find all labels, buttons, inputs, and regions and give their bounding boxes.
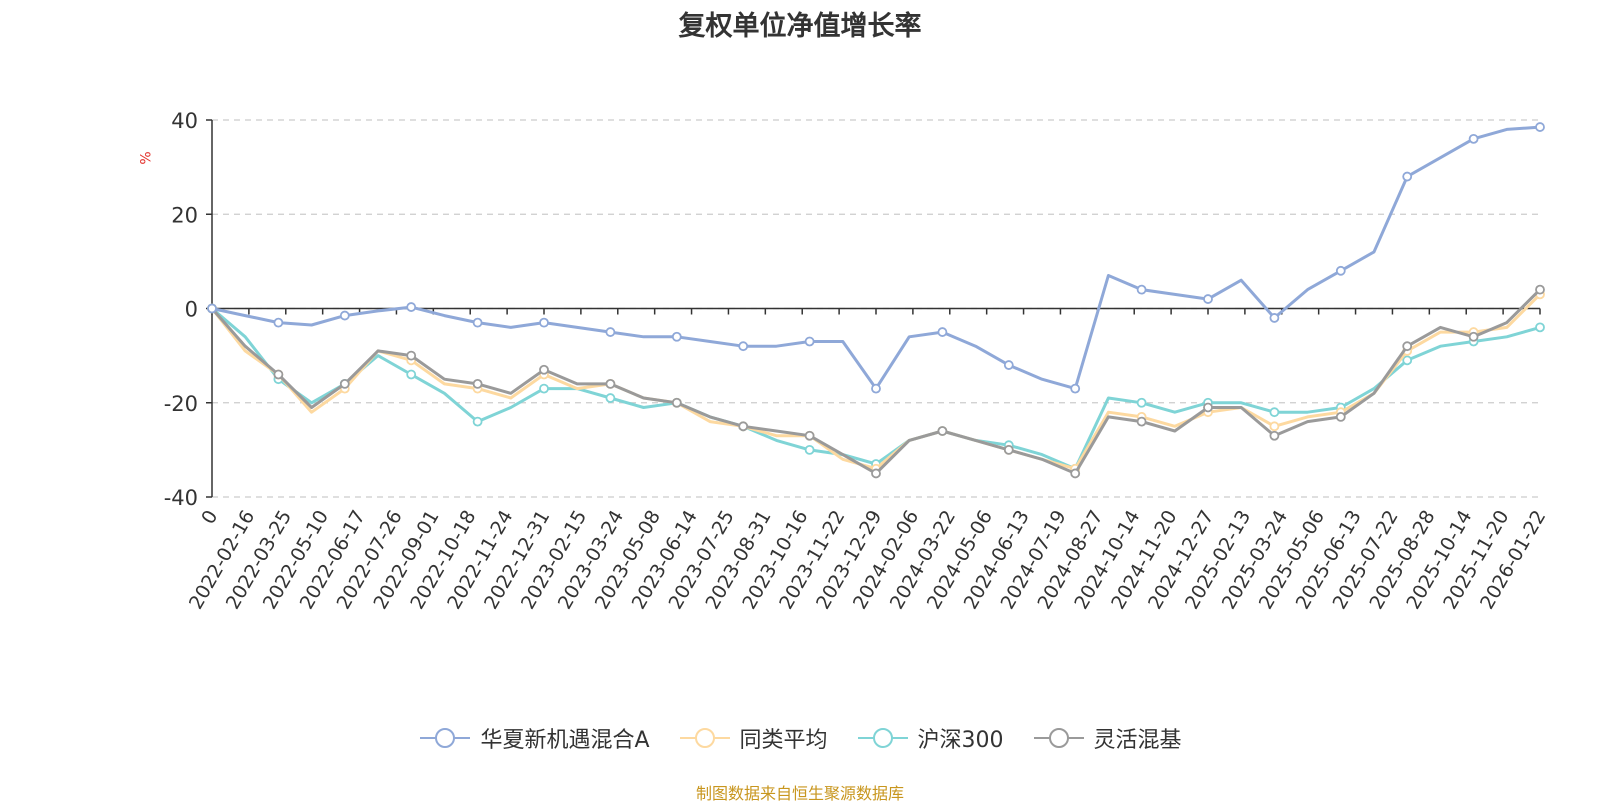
- data-point: [1269, 430, 1280, 441]
- series-line: [211, 125, 1541, 391]
- data-point: [539, 317, 549, 328]
- y-tick-label: 0: [185, 298, 198, 322]
- y-tick-label: 20: [171, 203, 198, 227]
- data-point: [1136, 284, 1147, 295]
- y-tick-label: -40: [164, 486, 198, 510]
- data-point: [406, 350, 417, 361]
- legend-marker-icon: [420, 728, 471, 748]
- data-point: [738, 341, 749, 352]
- chart-title: 复权单位净值增长率: [678, 11, 922, 42]
- data-point: [273, 317, 284, 328]
- legend-marker-icon: [679, 728, 730, 748]
- data-point: [1535, 322, 1545, 333]
- data-point: [406, 369, 417, 380]
- data-point: [1070, 383, 1081, 394]
- data-point: [1070, 468, 1081, 479]
- legend-marker-icon: [1033, 728, 1084, 748]
- data-point: [1003, 444, 1014, 455]
- data-point: [1203, 294, 1213, 304]
- data-point: [472, 416, 483, 427]
- data-point: [1335, 411, 1346, 422]
- data-point: [605, 327, 616, 337]
- data-point: [1136, 397, 1147, 408]
- legend-label: 华夏新机遇混合A: [480, 728, 650, 753]
- series-line: [210, 288, 1542, 475]
- data-point: [937, 327, 948, 337]
- legend-marker-icon: [857, 728, 908, 748]
- data-point: [1402, 341, 1413, 352]
- legend-item-hs300[interactable]: 沪深300: [856, 722, 1004, 754]
- data-point: [738, 421, 749, 432]
- source-note: 制图数据来自恒生聚源数据库: [695, 784, 904, 803]
- data-point: [671, 331, 682, 342]
- legend: 华夏新机遇混合A 同类平均 沪深300 灵活混基: [0, 722, 1600, 754]
- data-point: [472, 378, 483, 389]
- data-point: [804, 444, 815, 455]
- legend-item-hx[interactable]: 华夏新机遇混合A: [418, 722, 650, 754]
- data-point: [1468, 133, 1479, 144]
- data-point: [871, 383, 881, 394]
- legend-label: 同类平均: [739, 728, 828, 753]
- data-point: [1535, 284, 1545, 295]
- data-point: [1402, 171, 1413, 182]
- data-point: [1269, 313, 1280, 323]
- legend-label: 灵活混基: [1093, 728, 1182, 753]
- y-tick-label: 40: [171, 109, 198, 133]
- data-point: [1468, 331, 1479, 342]
- data-point: [1136, 416, 1147, 427]
- data-point: [472, 317, 483, 328]
- data-point: [605, 393, 616, 403]
- legend-item-avg[interactable]: 同类平均: [678, 722, 828, 754]
- data-point: [1535, 122, 1545, 132]
- data-point: [1269, 407, 1280, 418]
- y-axis-unit: %: [138, 151, 155, 165]
- legend-item-flex[interactable]: 灵活混基: [1032, 722, 1182, 754]
- data-point: [804, 336, 815, 347]
- data-point: [937, 426, 948, 436]
- data-point: [871, 468, 881, 479]
- data-point: [1335, 265, 1346, 276]
- data-point: [339, 378, 350, 389]
- data-point: [605, 378, 616, 389]
- data-point: [339, 310, 350, 321]
- data-point: [671, 397, 682, 408]
- data-point: [804, 430, 815, 441]
- data-point: [406, 302, 417, 312]
- legend-label: 沪深300: [917, 728, 1004, 753]
- data-point: [1203, 402, 1213, 413]
- data-point: [273, 369, 284, 380]
- data-point: [1402, 355, 1413, 366]
- data-point: [1269, 421, 1280, 432]
- data-point: [207, 303, 217, 314]
- data-point: [539, 383, 549, 394]
- y-tick-label: -20: [164, 392, 198, 416]
- data-point: [539, 364, 549, 375]
- data-point: [1003, 360, 1014, 370]
- series-line: [210, 293, 1542, 471]
- x-tick-label: 0: [197, 507, 222, 528]
